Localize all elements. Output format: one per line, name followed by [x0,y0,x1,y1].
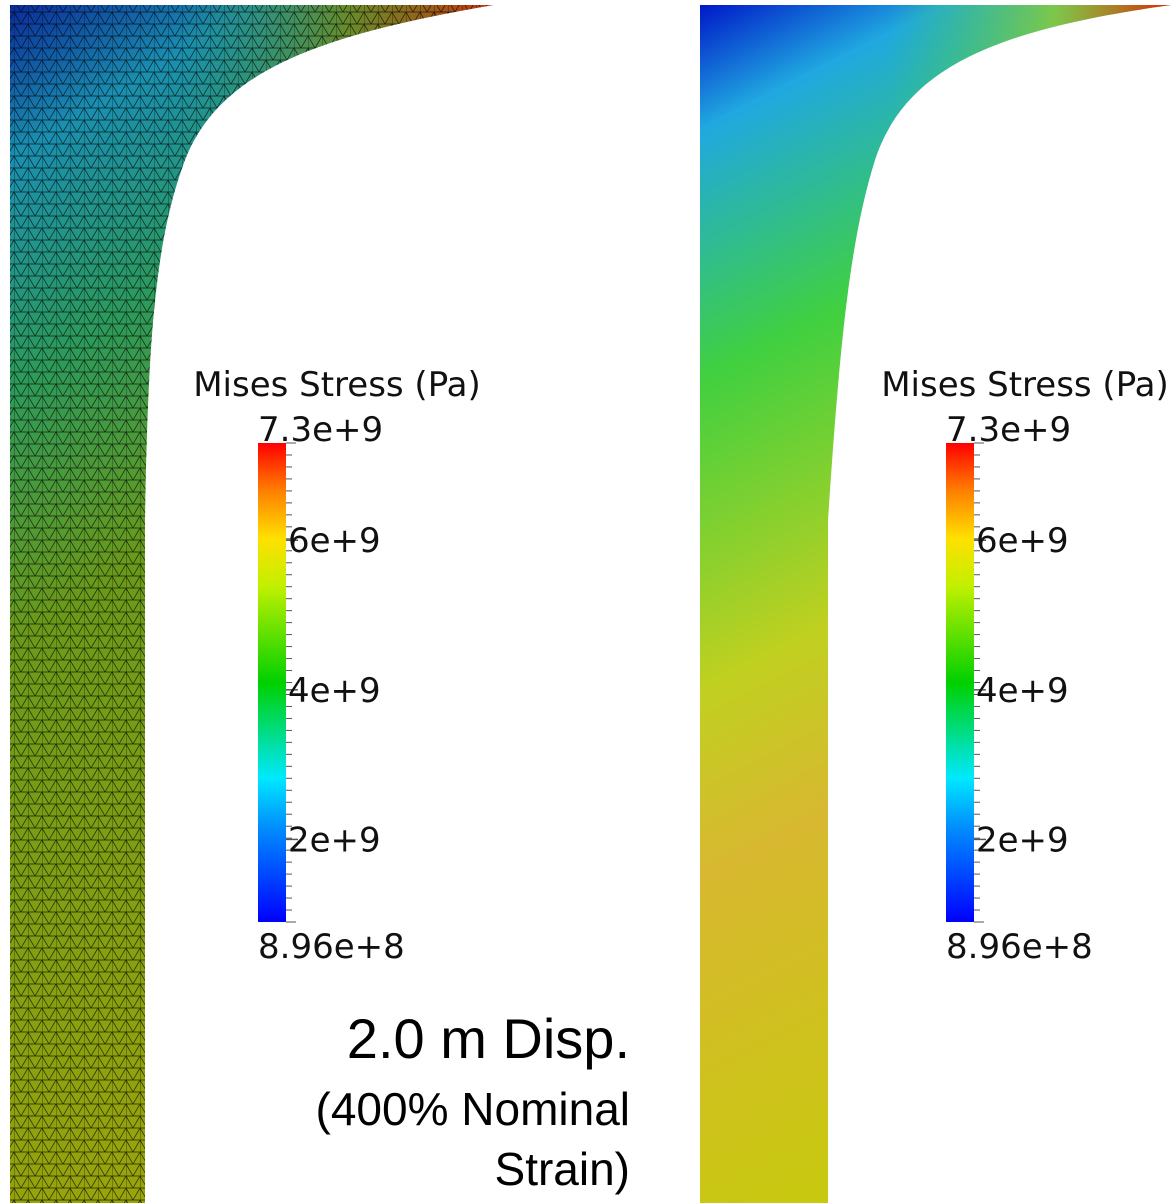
caption-line: 2.0 m Disp. [347,1007,630,1070]
colorbar-max-label: 7.3e+9 [258,410,383,450]
colorbar-tick-label: 2e+9 [288,820,381,860]
colorbar-tick-label: 4e+9 [976,671,1069,711]
caption-line: (400% Nominal [316,1083,630,1135]
colorbar: Mises Stress (Pa) 7.3e+9 8.96e+8 2e+9 4e+9 6e… [881,365,1169,967]
colorbar-gradient [946,443,974,922]
colorbar-tick-label: 6e+9 [288,521,381,561]
colorbar-title: Mises Stress (Pa) [193,365,481,405]
colorbar-tick-label: 6e+9 [976,521,1069,561]
colorbar-gradient [258,443,286,922]
colorbar-min-label: 8.96e+8 [258,927,405,967]
colorbar-tick-label: 2e+9 [976,820,1069,860]
colorbar-title: Mises Stress (Pa) [881,365,1169,405]
colorbar: Mises Stress (Pa) 7.3e+9 8.96e+8 2e+9 4e+9 6e… [193,365,481,967]
caption: 2.0 m Disp. (400% Nominal Strain) [316,1007,630,1195]
colorbar-max-label: 7.3e+9 [946,410,1071,450]
colorbar-min-label: 8.96e+8 [946,927,1093,967]
right-contour-plot [700,5,1171,1203]
caption-line: Strain) [495,1143,630,1195]
colorbar-tick-label: 4e+9 [288,671,381,711]
